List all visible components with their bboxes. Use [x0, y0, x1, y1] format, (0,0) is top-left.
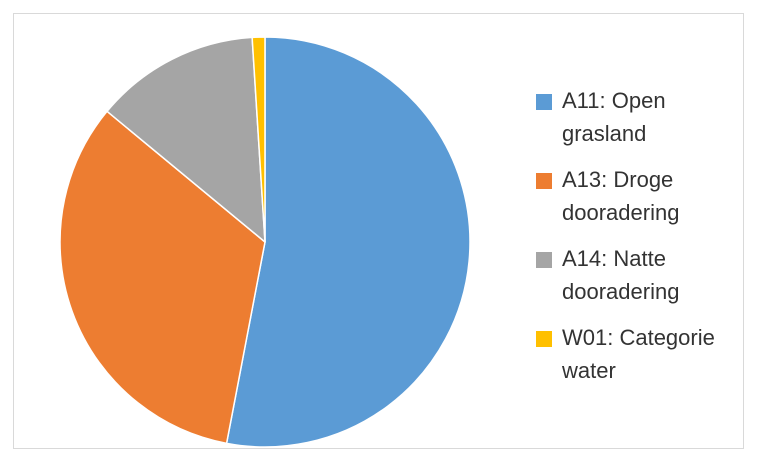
- pie-slice-w01: [251, 36, 266, 243]
- legend-item-a11: A11: Open grasland: [536, 84, 751, 150]
- legend-label-a11-line2: grasland: [562, 121, 647, 146]
- legend-swatch-a11: [536, 94, 552, 110]
- pie-slices: [59, 36, 471, 448]
- legend-label-w01-line2: water: [562, 358, 616, 383]
- legend-label-a13-line1: A13: Droge: [562, 167, 674, 192]
- legend-label-a14-line1: A14: Natte: [562, 246, 666, 271]
- legend-label-a14-line2: dooradering: [562, 279, 680, 304]
- legend-item-a14: A14: Natte dooradering: [536, 242, 751, 308]
- legend-swatch-a14: [536, 252, 552, 268]
- legend-item-w01: W01: Categorie water: [536, 321, 751, 387]
- legend-swatch-w01: [536, 331, 552, 347]
- legend-label-w01-line1: W01: Categorie: [562, 325, 715, 350]
- legend-label-a13-line2: dooradering: [562, 200, 680, 225]
- legend-item-a13: A13: Droge dooradering: [536, 163, 751, 229]
- pie-slice-a13: [59, 110, 266, 445]
- legend: A11: Open grasland A13: Droge dooraderin…: [536, 84, 751, 400]
- legend-label-a11-line1: A11: Open: [562, 88, 666, 113]
- pie-slice-a11: [225, 36, 471, 448]
- pie-slice-a14: [106, 36, 266, 243]
- legend-swatch-a13: [536, 173, 552, 189]
